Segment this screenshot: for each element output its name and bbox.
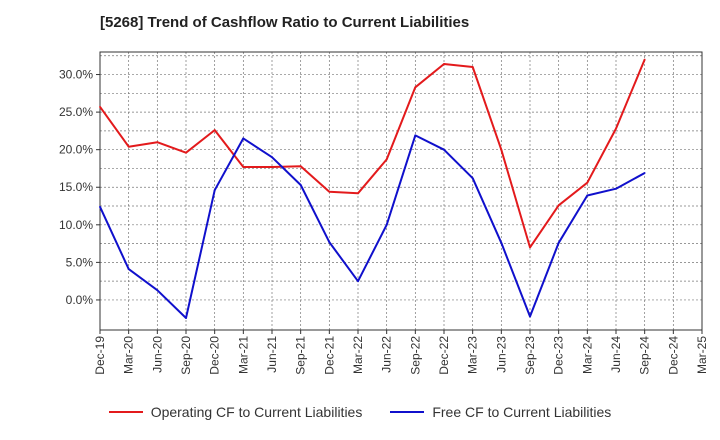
- data-point: [328, 190, 331, 193]
- x-tick-label: Sep-20: [179, 336, 193, 375]
- series-line-0: [99, 59, 646, 249]
- legend-label-free-cf: Free CF to Current Liabilities: [432, 404, 612, 420]
- x-tick-label: Jun-22: [380, 336, 394, 373]
- line-chart: 0.0% 5.0% 10.0% 15.0% 20.0% 25.0% 30.0% Dec-19 M…: [59, 51, 709, 375]
- data-point: [357, 192, 359, 195]
- legend: Operating CF to Current Liabilities Free…: [0, 404, 720, 420]
- data-point: [557, 204, 560, 207]
- series-lines: [99, 58, 646, 319]
- data-point: [500, 148, 503, 151]
- y-tick-label: 25.0%: [59, 105, 93, 119]
- x-tick-label: Mar-24: [580, 336, 594, 374]
- data-point: [127, 145, 130, 148]
- y-tick-label: 15.0%: [59, 180, 93, 194]
- data-point: [471, 66, 474, 68]
- x-tick-label: Dec-24: [666, 336, 680, 375]
- y-tick-label: 10.0%: [59, 218, 93, 232]
- x-tick-label: Jun-20: [150, 336, 164, 373]
- data-point: [500, 241, 503, 244]
- data-point: [615, 187, 617, 190]
- y-tick-label: 30.0%: [59, 68, 93, 82]
- data-point: [643, 172, 646, 174]
- data-point: [213, 129, 216, 132]
- data-point: [99, 205, 101, 208]
- data-point: [586, 194, 589, 197]
- data-point: [443, 148, 445, 151]
- y-tick-label: 5.0%: [66, 255, 94, 269]
- x-tick-label: Jun-21: [265, 336, 279, 373]
- x-tick-label: Mar-20: [122, 336, 136, 374]
- legend-swatch-free-cf: [390, 411, 425, 413]
- x-tick-label: Mar-21: [236, 336, 250, 374]
- data-point: [615, 127, 617, 130]
- x-tick-label: Sep-22: [408, 336, 422, 375]
- grid: [99, 52, 703, 330]
- data-point: [271, 166, 273, 168]
- x-tick-label: Dec-22: [437, 336, 451, 375]
- series-line-1: [99, 134, 646, 319]
- data-point: [471, 177, 474, 180]
- y-tick-label: 0.0%: [66, 293, 94, 307]
- data-point: [271, 156, 273, 159]
- data-point: [299, 165, 302, 168]
- chart-title: [5268] Trend of Cashflow Ratio to Curren…: [100, 14, 470, 31]
- data-point: [414, 86, 417, 89]
- data-point: [213, 189, 216, 192]
- data-point: [643, 58, 646, 61]
- data-point: [127, 268, 130, 271]
- data-point: [156, 289, 159, 292]
- plot-frame: [99, 51, 703, 331]
- y-tick-label: 20.0%: [59, 143, 93, 157]
- legend-item-free-cf: Free CF to Current Liabilities: [390, 404, 611, 420]
- data-point: [242, 166, 245, 168]
- x-tick-label: Jun-23: [494, 336, 508, 373]
- legend-swatch-operating-cf: [108, 411, 143, 413]
- x-tick-label: Sep-23: [523, 336, 537, 375]
- x-tick-label: Dec-19: [93, 336, 107, 375]
- x-tick-label: Mar-25: [695, 336, 709, 374]
- data-point: [156, 141, 159, 144]
- data-point: [242, 137, 245, 140]
- x-tick-label: Sep-21: [294, 336, 308, 375]
- data-point: [99, 105, 101, 108]
- x-tick-label: Mar-23: [466, 336, 480, 374]
- data-point: [529, 246, 531, 249]
- data-point: [299, 184, 302, 186]
- x-tick-label: Dec-20: [208, 336, 222, 375]
- axes: 0.0% 5.0% 10.0% 15.0% 20.0% 25.0% 30.0% Dec-19 M…: [59, 51, 709, 375]
- data-point: [385, 158, 388, 161]
- legend-item-operating-cf: Operating CF to Current Liabilities: [108, 404, 363, 420]
- data-point: [443, 63, 445, 65]
- x-tick-label: Jun-24: [609, 336, 623, 373]
- data-point: [414, 134, 417, 137]
- data-point: [185, 317, 187, 319]
- data-point: [328, 241, 331, 243]
- x-tick-label: Mar-22: [351, 336, 365, 374]
- data-point: [529, 315, 531, 318]
- data-point: [557, 241, 560, 244]
- x-tick-label: Dec-23: [552, 336, 566, 375]
- data-point: [385, 223, 388, 226]
- data-point: [357, 280, 359, 283]
- legend-label-operating-cf: Operating CF to Current Liabilities: [150, 404, 363, 420]
- data-point: [586, 181, 589, 184]
- data-point: [185, 151, 187, 154]
- x-tick-label: Dec-21: [322, 336, 336, 375]
- x-tick-label: Sep-24: [638, 336, 652, 375]
